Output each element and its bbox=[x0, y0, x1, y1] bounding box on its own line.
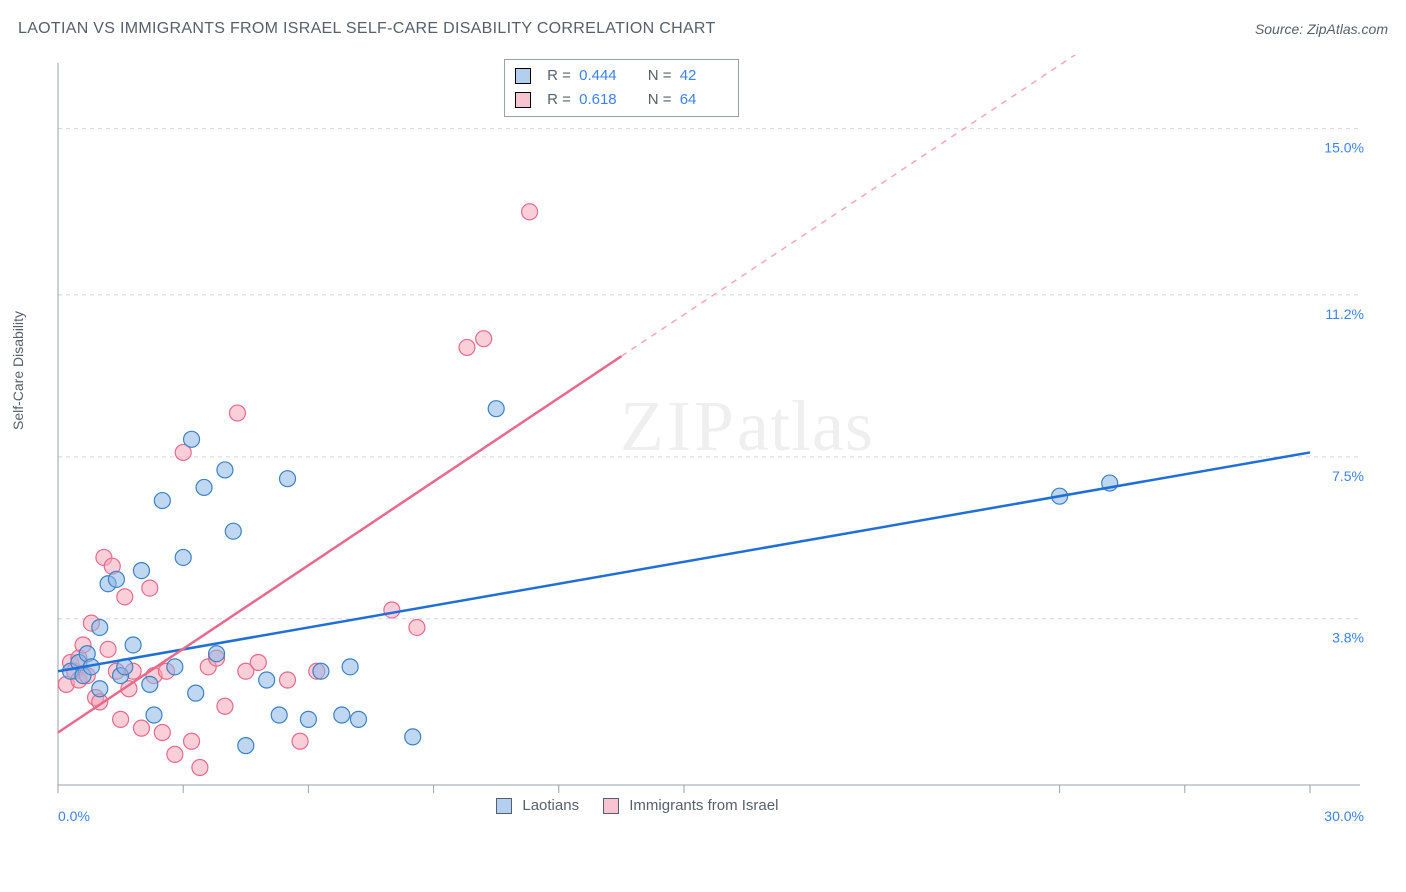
r-value: 0.618 bbox=[579, 88, 627, 112]
data-point-blue bbox=[259, 672, 275, 688]
data-point-blue bbox=[167, 659, 183, 675]
data-point-blue bbox=[188, 685, 204, 701]
data-point-blue bbox=[92, 619, 108, 635]
correlation-stats-box: R = 0.444 N = 42 R = 0.618 N = 64 bbox=[504, 59, 739, 117]
data-point-pink bbox=[117, 589, 133, 605]
data-point-pink bbox=[280, 672, 296, 688]
chart-area: 3.8% 7.5% 11.2% 15.0% 0.0% 30.0% R = 0.444 N … bbox=[50, 55, 1370, 825]
data-point-blue bbox=[300, 711, 316, 727]
r-label: R = bbox=[547, 91, 571, 108]
y-tick-label: 3.8% bbox=[1332, 630, 1364, 646]
r-label: R = bbox=[547, 67, 571, 84]
data-point-pink bbox=[142, 580, 158, 596]
data-point-blue bbox=[238, 738, 254, 754]
data-point-blue bbox=[488, 401, 504, 417]
data-point-blue bbox=[92, 681, 108, 697]
data-point-pink bbox=[113, 711, 129, 727]
data-point-blue bbox=[405, 729, 421, 745]
data-point-pink bbox=[133, 720, 149, 736]
y-axis-label: Self-Care Disability bbox=[10, 311, 26, 430]
legend-label: Laotians bbox=[522, 797, 579, 814]
y-tick-label: 11.2% bbox=[1325, 306, 1364, 322]
n-value: 64 bbox=[680, 88, 728, 112]
series-legend: Laotians Immigrants from Israel bbox=[496, 797, 778, 814]
n-value: 42 bbox=[680, 64, 728, 88]
swatch-pink-icon bbox=[603, 798, 619, 814]
data-point-blue bbox=[280, 471, 296, 487]
data-point-blue bbox=[342, 659, 358, 675]
swatch-blue-icon bbox=[496, 798, 512, 814]
data-point-blue bbox=[142, 676, 158, 692]
n-label: N = bbox=[648, 91, 672, 108]
data-point-pink bbox=[154, 724, 170, 740]
legend-item: Immigrants from Israel bbox=[603, 797, 778, 814]
data-point-pink bbox=[522, 204, 538, 220]
data-point-blue bbox=[154, 493, 170, 509]
chart-header: LAOTIAN VS IMMIGRANTS FROM ISRAEL SELF-C… bbox=[18, 20, 1388, 38]
data-point-pink bbox=[100, 641, 116, 657]
data-point-pink bbox=[250, 654, 266, 670]
data-point-pink bbox=[476, 331, 492, 347]
data-point-blue bbox=[217, 462, 233, 478]
legend-label: Immigrants from Israel bbox=[629, 797, 778, 814]
source-attribution: Source: ZipAtlas.com bbox=[1255, 21, 1388, 37]
data-point-blue bbox=[196, 479, 212, 495]
data-point-blue bbox=[209, 646, 225, 662]
n-label: N = bbox=[648, 67, 672, 84]
chart-title: LAOTIAN VS IMMIGRANTS FROM ISRAEL SELF-C… bbox=[18, 20, 716, 38]
data-point-blue bbox=[108, 571, 124, 587]
data-point-pink bbox=[217, 698, 233, 714]
data-point-blue bbox=[350, 711, 366, 727]
data-point-blue bbox=[334, 707, 350, 723]
data-point-blue bbox=[125, 637, 141, 653]
data-point-blue bbox=[184, 431, 200, 447]
data-point-blue bbox=[225, 523, 241, 539]
data-point-pink bbox=[192, 759, 208, 775]
r-value: 0.444 bbox=[579, 64, 627, 88]
data-point-blue bbox=[271, 707, 287, 723]
data-point-pink bbox=[409, 619, 425, 635]
data-point-blue bbox=[313, 663, 329, 679]
data-point-blue bbox=[133, 563, 149, 579]
data-point-pink bbox=[384, 602, 400, 618]
scatter-plot: 3.8% 7.5% 11.2% 15.0% 0.0% 30.0% bbox=[50, 55, 1370, 825]
data-point-pink bbox=[229, 405, 245, 421]
data-point-blue bbox=[146, 707, 162, 723]
y-tick-label: 7.5% bbox=[1332, 468, 1364, 484]
trend-line-blue bbox=[58, 452, 1310, 671]
swatch-blue-icon bbox=[515, 68, 531, 84]
legend-item: Laotians bbox=[496, 797, 579, 814]
swatch-pink-icon bbox=[515, 92, 531, 108]
trend-line-pink bbox=[58, 356, 621, 732]
data-point-pink bbox=[184, 733, 200, 749]
x-max-label: 30.0% bbox=[1324, 808, 1364, 824]
stats-row: R = 0.444 N = 42 bbox=[515, 64, 728, 88]
y-tick-label: 15.0% bbox=[1324, 140, 1364, 156]
data-point-pink bbox=[167, 746, 183, 762]
data-point-pink bbox=[292, 733, 308, 749]
data-point-pink bbox=[459, 339, 475, 355]
x-min-label: 0.0% bbox=[58, 808, 90, 824]
data-point-blue bbox=[175, 549, 191, 565]
stats-row: R = 0.618 N = 64 bbox=[515, 88, 728, 112]
